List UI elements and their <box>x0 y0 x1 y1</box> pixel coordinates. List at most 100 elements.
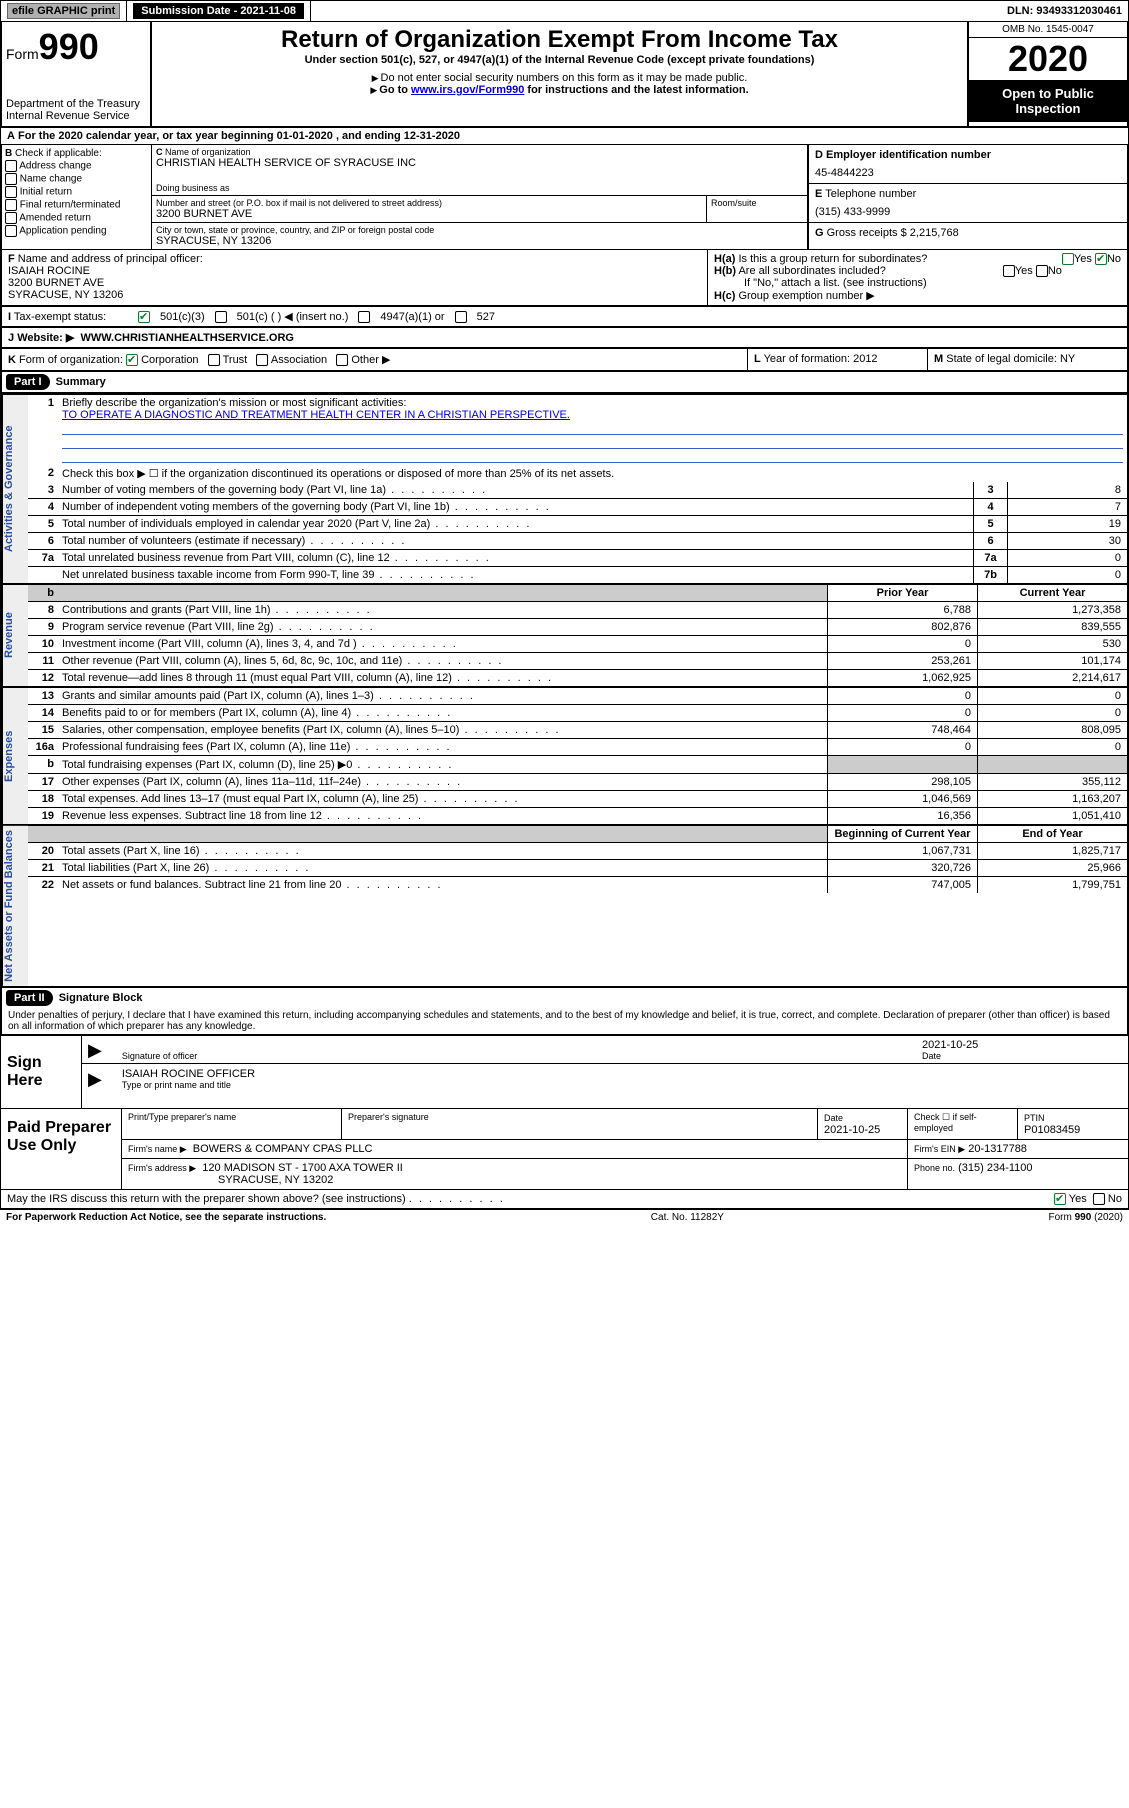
efile-button[interactable]: efile GRAPHIC print <box>7 3 120 19</box>
prior-value: 1,062,925 <box>827 670 977 686</box>
cb-assoc[interactable] <box>256 354 268 366</box>
city-label: City or town, state or province, country… <box>156 225 803 235</box>
data-line: 18 Total expenses. Add lines 13–17 (must… <box>28 791 1127 808</box>
paid-preparer-label: Paid Preparer Use Only <box>1 1109 121 1189</box>
data-line: 10 Investment income (Part VIII, column … <box>28 636 1127 653</box>
declaration-text: Under penalties of perjury, I declare th… <box>0 1008 1129 1034</box>
gov-line: 6 Total number of volunteers (estimate i… <box>28 533 1127 550</box>
current-value: 2,214,617 <box>977 670 1127 686</box>
cb-name-change[interactable]: Name change <box>5 173 148 185</box>
sig-date: 2021-10-25 <box>922 1039 1122 1051</box>
page-footer: For Paperwork Reduction Act Notice, see … <box>0 1209 1129 1225</box>
hdr-beginning: Beginning of Current Year <box>827 826 977 842</box>
m-block: M State of legal domicile: NY <box>927 349 1127 370</box>
prep-row-3: Firm's address ▶ 120 MADISON ST - 1700 A… <box>122 1159 1128 1189</box>
cb-application-pending[interactable]: Application pending <box>5 225 148 237</box>
line-text: Number of independent voting members of … <box>58 499 973 515</box>
gov-line: 3 Number of voting members of the govern… <box>28 482 1127 499</box>
header-left: Form990 Department of the Treasury Inter… <box>2 22 152 126</box>
cb-other[interactable] <box>336 354 348 366</box>
address-block: Number and street (or P.O. box if mail i… <box>152 196 807 222</box>
hb-no[interactable] <box>1036 265 1048 277</box>
cb-4947[interactable] <box>358 311 370 323</box>
form-number: Form990 <box>6 26 146 68</box>
line-text: Other expenses (Part IX, column (A), lin… <box>58 774 827 790</box>
block-fh: F Name and address of principal officer:… <box>0 249 1129 307</box>
h-b: H(b) Are all subordinates included? Yes … <box>714 265 1121 277</box>
org-name: CHRISTIAN HEALTH SERVICE OF SYRACUSE INC <box>156 157 803 169</box>
cb-trust[interactable] <box>208 354 220 366</box>
gov-line: Net unrelated business taxable income fr… <box>28 567 1127 583</box>
current-value: 0 <box>977 705 1127 721</box>
prior-value: 0 <box>827 739 977 755</box>
klm-row: K Form of organization: Corporation Trus… <box>0 349 1129 372</box>
phone-value: (315) 433-9999 <box>815 206 1121 218</box>
line-text: Net unrelated business taxable income fr… <box>58 567 973 583</box>
note-ssn: Do not enter social security numbers on … <box>156 72 963 84</box>
ha-yes[interactable] <box>1062 253 1074 265</box>
line1: Briefly describe the organization's miss… <box>58 395 1127 465</box>
cb-527[interactable] <box>455 311 467 323</box>
prep-date: Date2021-10-25 <box>818 1109 908 1139</box>
data-line: 17 Other expenses (Part IX, column (A), … <box>28 774 1127 791</box>
firm-ein: Firm's EIN ▶ 20-1317788 <box>908 1140 1128 1158</box>
footer-left: For Paperwork Reduction Act Notice, see … <box>6 1212 326 1223</box>
phone-block: E Telephone number (315) 433-9999 <box>809 184 1127 223</box>
hdr-current: Current Year <box>977 585 1127 601</box>
city-block: City or town, state or province, country… <box>152 222 807 249</box>
line-text: Program service revenue (Part VIII, line… <box>58 619 827 635</box>
line-text: Total liabilities (Part X, line 26) <box>58 860 827 876</box>
data-line: 12 Total revenue—add lines 8 through 11 … <box>28 670 1127 686</box>
col-deg: D Employer identification number 45-4844… <box>807 145 1127 249</box>
hb-yes[interactable] <box>1003 265 1015 277</box>
cb-corp[interactable] <box>126 354 138 366</box>
current-value: 1,825,717 <box>977 843 1127 859</box>
top-bar: efile GRAPHIC print Submission Date - 20… <box>0 0 1129 22</box>
cb-final-return[interactable]: Final return/terminated <box>5 199 148 211</box>
sig-line-2: ▶ ISAIAH ROCINE OFFICERType or print nam… <box>82 1064 1128 1092</box>
city-state-zip: SYRACUSE, NY 13206 <box>156 235 803 247</box>
block-bcdeg: B Check if applicable: Address change Na… <box>0 145 1129 249</box>
discuss-yes[interactable] <box>1054 1193 1066 1205</box>
prior-value: 253,261 <box>827 653 977 669</box>
cb-501c[interactable] <box>215 311 227 323</box>
gross-receipts: G Gross receipts $ 2,215,768 <box>809 223 1127 243</box>
footer-right: Form 990 (2020) <box>1049 1212 1123 1223</box>
part1-tab: Part I <box>6 374 50 390</box>
prep-sig-label: Preparer's signature <box>342 1109 818 1139</box>
line-text: Total unrelated business revenue from Pa… <box>58 550 973 566</box>
current-value <box>977 756 1127 773</box>
current-value: 0 <box>977 739 1127 755</box>
ha-no[interactable] <box>1095 253 1107 265</box>
line-text: Salaries, other compensation, employee b… <box>58 722 827 738</box>
sign-here-label: Sign Here <box>1 1036 81 1108</box>
vtab-net: Net Assets or Fund Balances <box>2 826 28 986</box>
officer-printed-name: ISAIAH ROCINE OFFICER <box>122 1068 1122 1080</box>
officer-block: F Name and address of principal officer:… <box>2 250 707 305</box>
gross-receipts-value: 2,215,768 <box>910 227 959 239</box>
line-text: Other revenue (Part VIII, column (A), li… <box>58 653 827 669</box>
discuss-no[interactable] <box>1093 1193 1105 1205</box>
line-box: 7b <box>973 567 1007 583</box>
current-value: 808,095 <box>977 722 1127 738</box>
current-value: 25,966 <box>977 860 1127 876</box>
line-text: Investment income (Part VIII, column (A)… <box>58 636 827 652</box>
cb-address-change[interactable]: Address change <box>5 160 148 172</box>
data-line: 8 Contributions and grants (Part VIII, l… <box>28 602 1127 619</box>
data-line: 15 Salaries, other compensation, employe… <box>28 722 1127 739</box>
part2-header: Part II Signature Block <box>0 988 1129 1008</box>
col-b: B Check if applicable: Address change Na… <box>2 145 152 249</box>
data-line: 16a Professional fundraising fees (Part … <box>28 739 1127 756</box>
irs-link[interactable]: www.irs.gov/Form990 <box>411 84 524 96</box>
note-link: Go to www.irs.gov/Form990 for instructio… <box>156 84 963 96</box>
line-text: Number of voting members of the governin… <box>58 482 973 498</box>
prior-value: 320,726 <box>827 860 977 876</box>
tax-year: 2020 <box>969 38 1127 80</box>
l-block: L Year of formation: 2012 <box>747 349 927 370</box>
h-a: H(a) Is this a group return for subordin… <box>714 253 1121 265</box>
cb-initial-return[interactable]: Initial return <box>5 186 148 198</box>
cb-501c3[interactable] <box>138 311 150 323</box>
cb-amended[interactable]: Amended return <box>5 212 148 224</box>
prep-ptin: PTINP01083459 <box>1018 1109 1128 1139</box>
prior-value: 6,788 <box>827 602 977 618</box>
